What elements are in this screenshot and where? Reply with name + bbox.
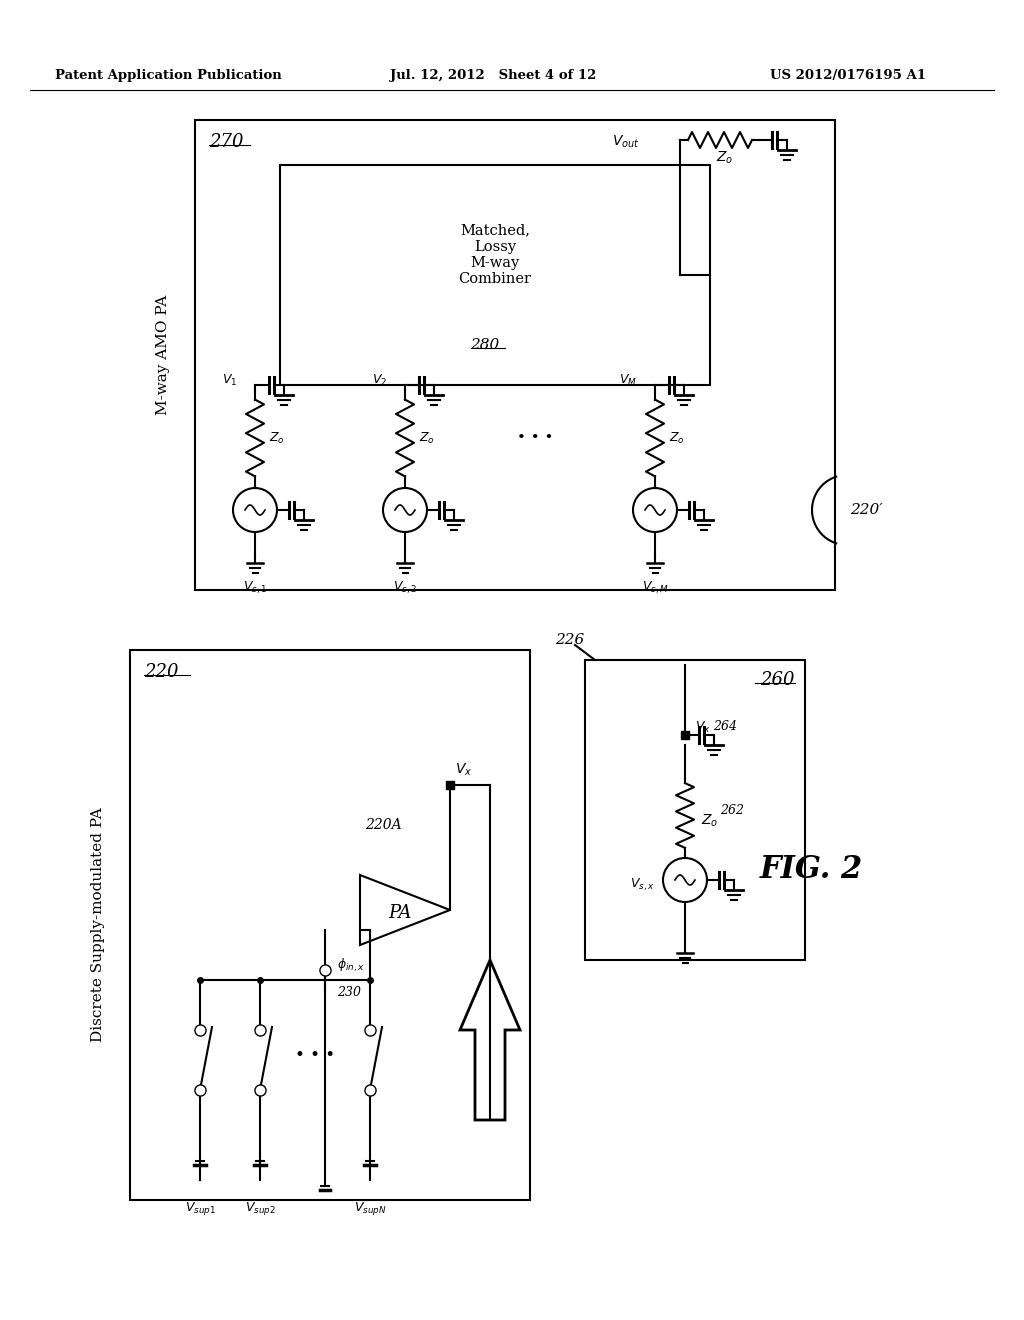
Text: Jul. 12, 2012   Sheet 4 of 12: Jul. 12, 2012 Sheet 4 of 12 <box>390 69 596 82</box>
Bar <box>280 165 710 385</box>
Text: $V_{sup2}$: $V_{sup2}$ <box>245 1200 275 1217</box>
Bar <box>585 660 805 960</box>
Text: $Z_o$: $Z_o$ <box>669 430 685 446</box>
Text: 260: 260 <box>761 671 795 689</box>
Text: $V_{supN}$: $V_{supN}$ <box>353 1200 386 1217</box>
Text: $V_2$: $V_2$ <box>372 372 387 388</box>
Text: 264: 264 <box>713 721 737 734</box>
Text: 220′: 220′ <box>850 503 883 517</box>
Text: Matched,
Lossy
M-way
Combiner: Matched, Lossy M-way Combiner <box>459 223 531 286</box>
Text: $V_x$: $V_x$ <box>455 762 472 779</box>
Text: 262: 262 <box>720 804 744 817</box>
Text: $V_1$: $V_1$ <box>222 372 237 388</box>
Text: PA: PA <box>388 904 412 921</box>
Text: M-way AMO PA: M-way AMO PA <box>156 294 170 414</box>
Bar <box>130 649 530 1200</box>
Text: $Z_o$: $Z_o$ <box>419 430 435 446</box>
Text: $V_{s,2}$: $V_{s,2}$ <box>393 579 417 597</box>
Text: Discrete Supply-modulated PA: Discrete Supply-modulated PA <box>91 808 105 1043</box>
Text: $V_{s,1}$: $V_{s,1}$ <box>243 579 267 597</box>
Text: • • •: • • • <box>295 1047 335 1064</box>
Text: 270: 270 <box>209 133 244 150</box>
Text: $\phi_{in,x}$: $\phi_{in,x}$ <box>337 957 365 974</box>
Text: $Z_o$: $Z_o$ <box>269 430 285 446</box>
Text: $Z_o$: $Z_o$ <box>701 812 718 829</box>
Text: 220A: 220A <box>365 818 401 832</box>
Text: $V_{sup1}$: $V_{sup1}$ <box>184 1200 215 1217</box>
Text: $Z_o$: $Z_o$ <box>717 149 733 166</box>
Text: 230: 230 <box>337 986 361 998</box>
Text: 280: 280 <box>470 338 500 352</box>
Text: Patent Application Publication: Patent Application Publication <box>55 69 282 82</box>
Bar <box>195 120 835 590</box>
Text: 226: 226 <box>555 634 585 647</box>
Text: $V_{s,M}$: $V_{s,M}$ <box>642 579 669 597</box>
Text: US 2012/0176195 A1: US 2012/0176195 A1 <box>770 69 926 82</box>
Text: $V_{out}$: $V_{out}$ <box>612 133 640 150</box>
Text: $V_x$: $V_x$ <box>695 719 711 734</box>
Text: FIG. 2: FIG. 2 <box>760 854 863 886</box>
Text: $V_{s,x}$: $V_{s,x}$ <box>630 876 655 894</box>
Text: $V_M$: $V_M$ <box>620 372 637 388</box>
Text: 220: 220 <box>144 663 178 681</box>
Text: • • •: • • • <box>517 432 553 445</box>
